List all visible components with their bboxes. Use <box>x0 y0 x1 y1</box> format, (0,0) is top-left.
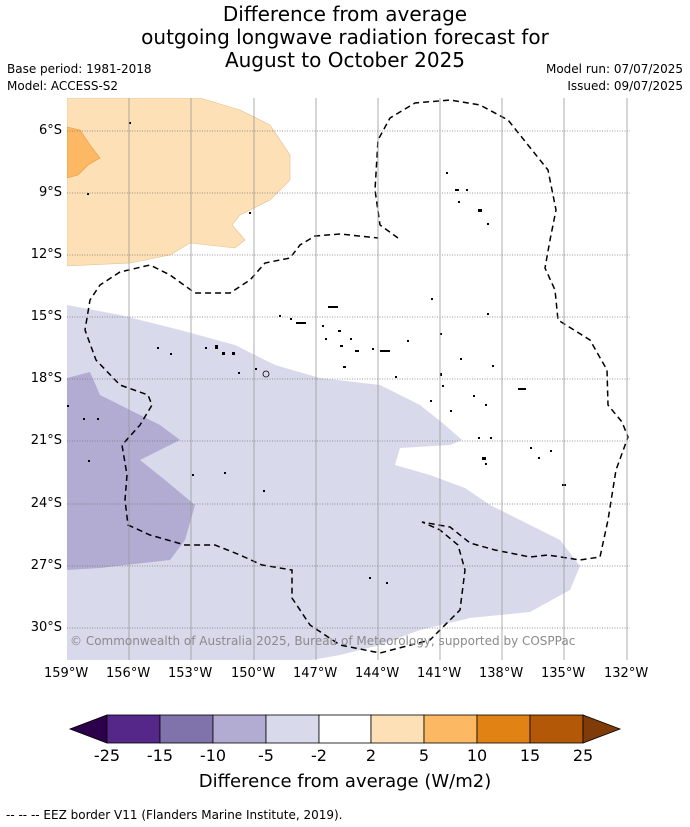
lat-label: 27°S <box>30 558 62 573</box>
lon-label: 144°W <box>355 666 400 681</box>
eez-border <box>84 99 629 654</box>
lon-label: 147°W <box>293 666 338 681</box>
colorbar-high-arrow <box>582 714 622 744</box>
colorbar-label: -5 <box>258 746 274 765</box>
colorbar-label: 2 <box>365 746 377 765</box>
lat-label: 15°S <box>30 309 62 324</box>
lat-label: 18°S <box>30 371 62 386</box>
model-run: Model run: 07/07/2025 <box>545 62 683 76</box>
lon-label: 141°W <box>417 666 462 681</box>
colorbar-label: 5 <box>418 746 430 765</box>
region-2-to-5 <box>67 98 291 267</box>
meridians <box>128 98 628 660</box>
colorbar-label: -2 <box>311 746 327 765</box>
lat-label: 12°S <box>30 247 62 262</box>
lon-label: 138°W <box>479 666 524 681</box>
islands <box>67 122 566 584</box>
lat-label: 9°S <box>38 185 62 200</box>
colorbar-title: Difference from average (W/m2) <box>198 771 492 792</box>
lon-label: 159°W <box>44 666 89 681</box>
colorbar-label: 15 <box>519 746 541 765</box>
colorbar-label: -10 <box>199 746 227 765</box>
colorbar-label: 10 <box>466 746 488 765</box>
lat-label: 24°S <box>30 496 62 511</box>
model-name: Model: ACCESS-S2 <box>7 79 119 93</box>
lat-label: 21°S <box>30 433 62 448</box>
title-line-2: outgoing longwave radiation forecast for <box>141 25 549 49</box>
colorbar-label: -25 <box>93 746 121 765</box>
colorbar <box>68 714 622 744</box>
colorbar-label: 25 <box>572 746 594 765</box>
title-line-1: Difference from average <box>222 2 468 26</box>
eez-legend-note: -- -- -- EEZ border V11 (Flanders Marine… <box>6 808 343 822</box>
region-minus5-to-minus10 <box>67 372 195 570</box>
colorbar-low-arrow <box>68 714 108 744</box>
lon-label: 135°W <box>541 666 586 681</box>
colorbar-label: -15 <box>146 746 174 765</box>
lon-label: 156°W <box>106 666 151 681</box>
lon-label: 132°W <box>604 666 649 681</box>
title-line-3: August to October 2025 <box>224 48 466 72</box>
lon-label: 153°W <box>168 666 213 681</box>
copyright-notice: © Commonwealth of Australia 2025, Bureau… <box>70 634 576 648</box>
issued-date: Issued: 09/07/2025 <box>567 79 683 93</box>
region-minus2-to-minus5 <box>67 305 580 660</box>
lat-label: 30°S <box>30 620 62 635</box>
lon-label: 150°W <box>231 666 276 681</box>
lat-label: 6°S <box>38 123 62 138</box>
base-period: Base period: 1981-2018 <box>7 62 152 76</box>
region-5-to-10 <box>67 126 101 179</box>
